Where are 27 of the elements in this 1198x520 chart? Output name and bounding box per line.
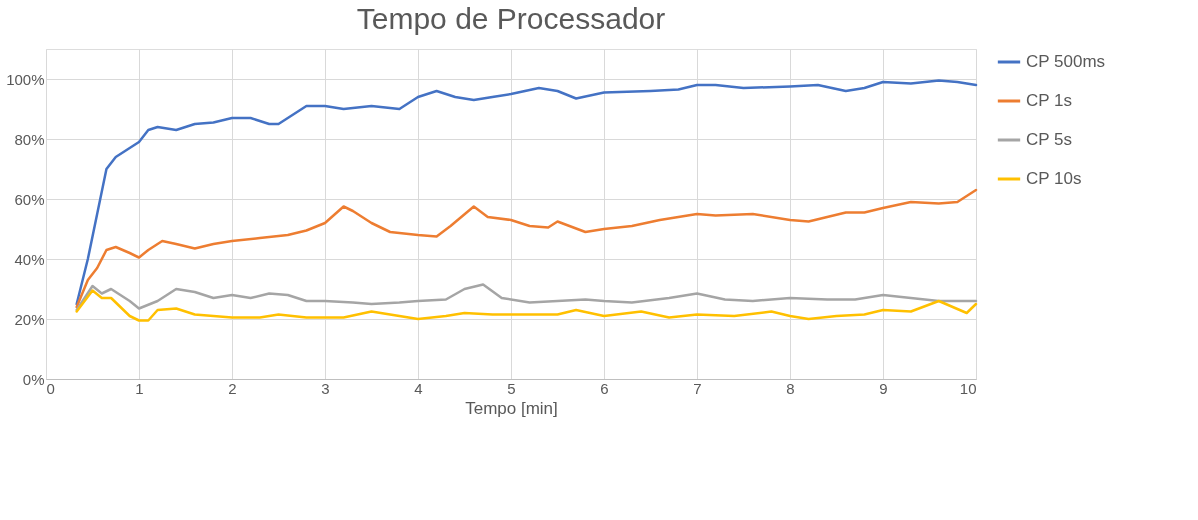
x-tick-label: 1 xyxy=(135,379,144,397)
x-tick-label: 10 xyxy=(959,379,977,397)
y-tick-label: 40% xyxy=(14,250,45,268)
x-tick-label: 8 xyxy=(786,379,795,397)
x-tick-label: 4 xyxy=(414,379,423,397)
legend-label: CP 1s xyxy=(1026,91,1072,110)
x-tick-label: 2 xyxy=(228,379,237,397)
line-series xyxy=(75,79,978,306)
line-series xyxy=(75,289,978,322)
y-tick-label: 60% xyxy=(14,190,45,208)
y-tick-label: 0% xyxy=(22,370,45,388)
x-tick-label: 7 xyxy=(693,379,702,397)
legend-label: CP 10s xyxy=(1026,169,1082,188)
legend-label: CP 500ms xyxy=(1026,52,1106,71)
x-tick-label: 6 xyxy=(600,379,609,397)
chart-title: Tempo de Processador xyxy=(356,2,666,35)
line-series xyxy=(75,188,978,309)
x-tick-label: 0 xyxy=(46,379,55,397)
x-tick-label: 5 xyxy=(507,379,516,397)
x-tick-label: 9 xyxy=(879,379,888,397)
line-series xyxy=(75,283,978,312)
y-tick-label: 20% xyxy=(14,310,45,328)
legend-label: CP 5s xyxy=(1026,130,1072,149)
y-tick-label: 80% xyxy=(14,130,45,148)
x-axis-title: Tempo [min] xyxy=(465,398,558,418)
x-tick-label: 3 xyxy=(321,379,330,397)
y-tick-label: 100% xyxy=(6,70,45,88)
